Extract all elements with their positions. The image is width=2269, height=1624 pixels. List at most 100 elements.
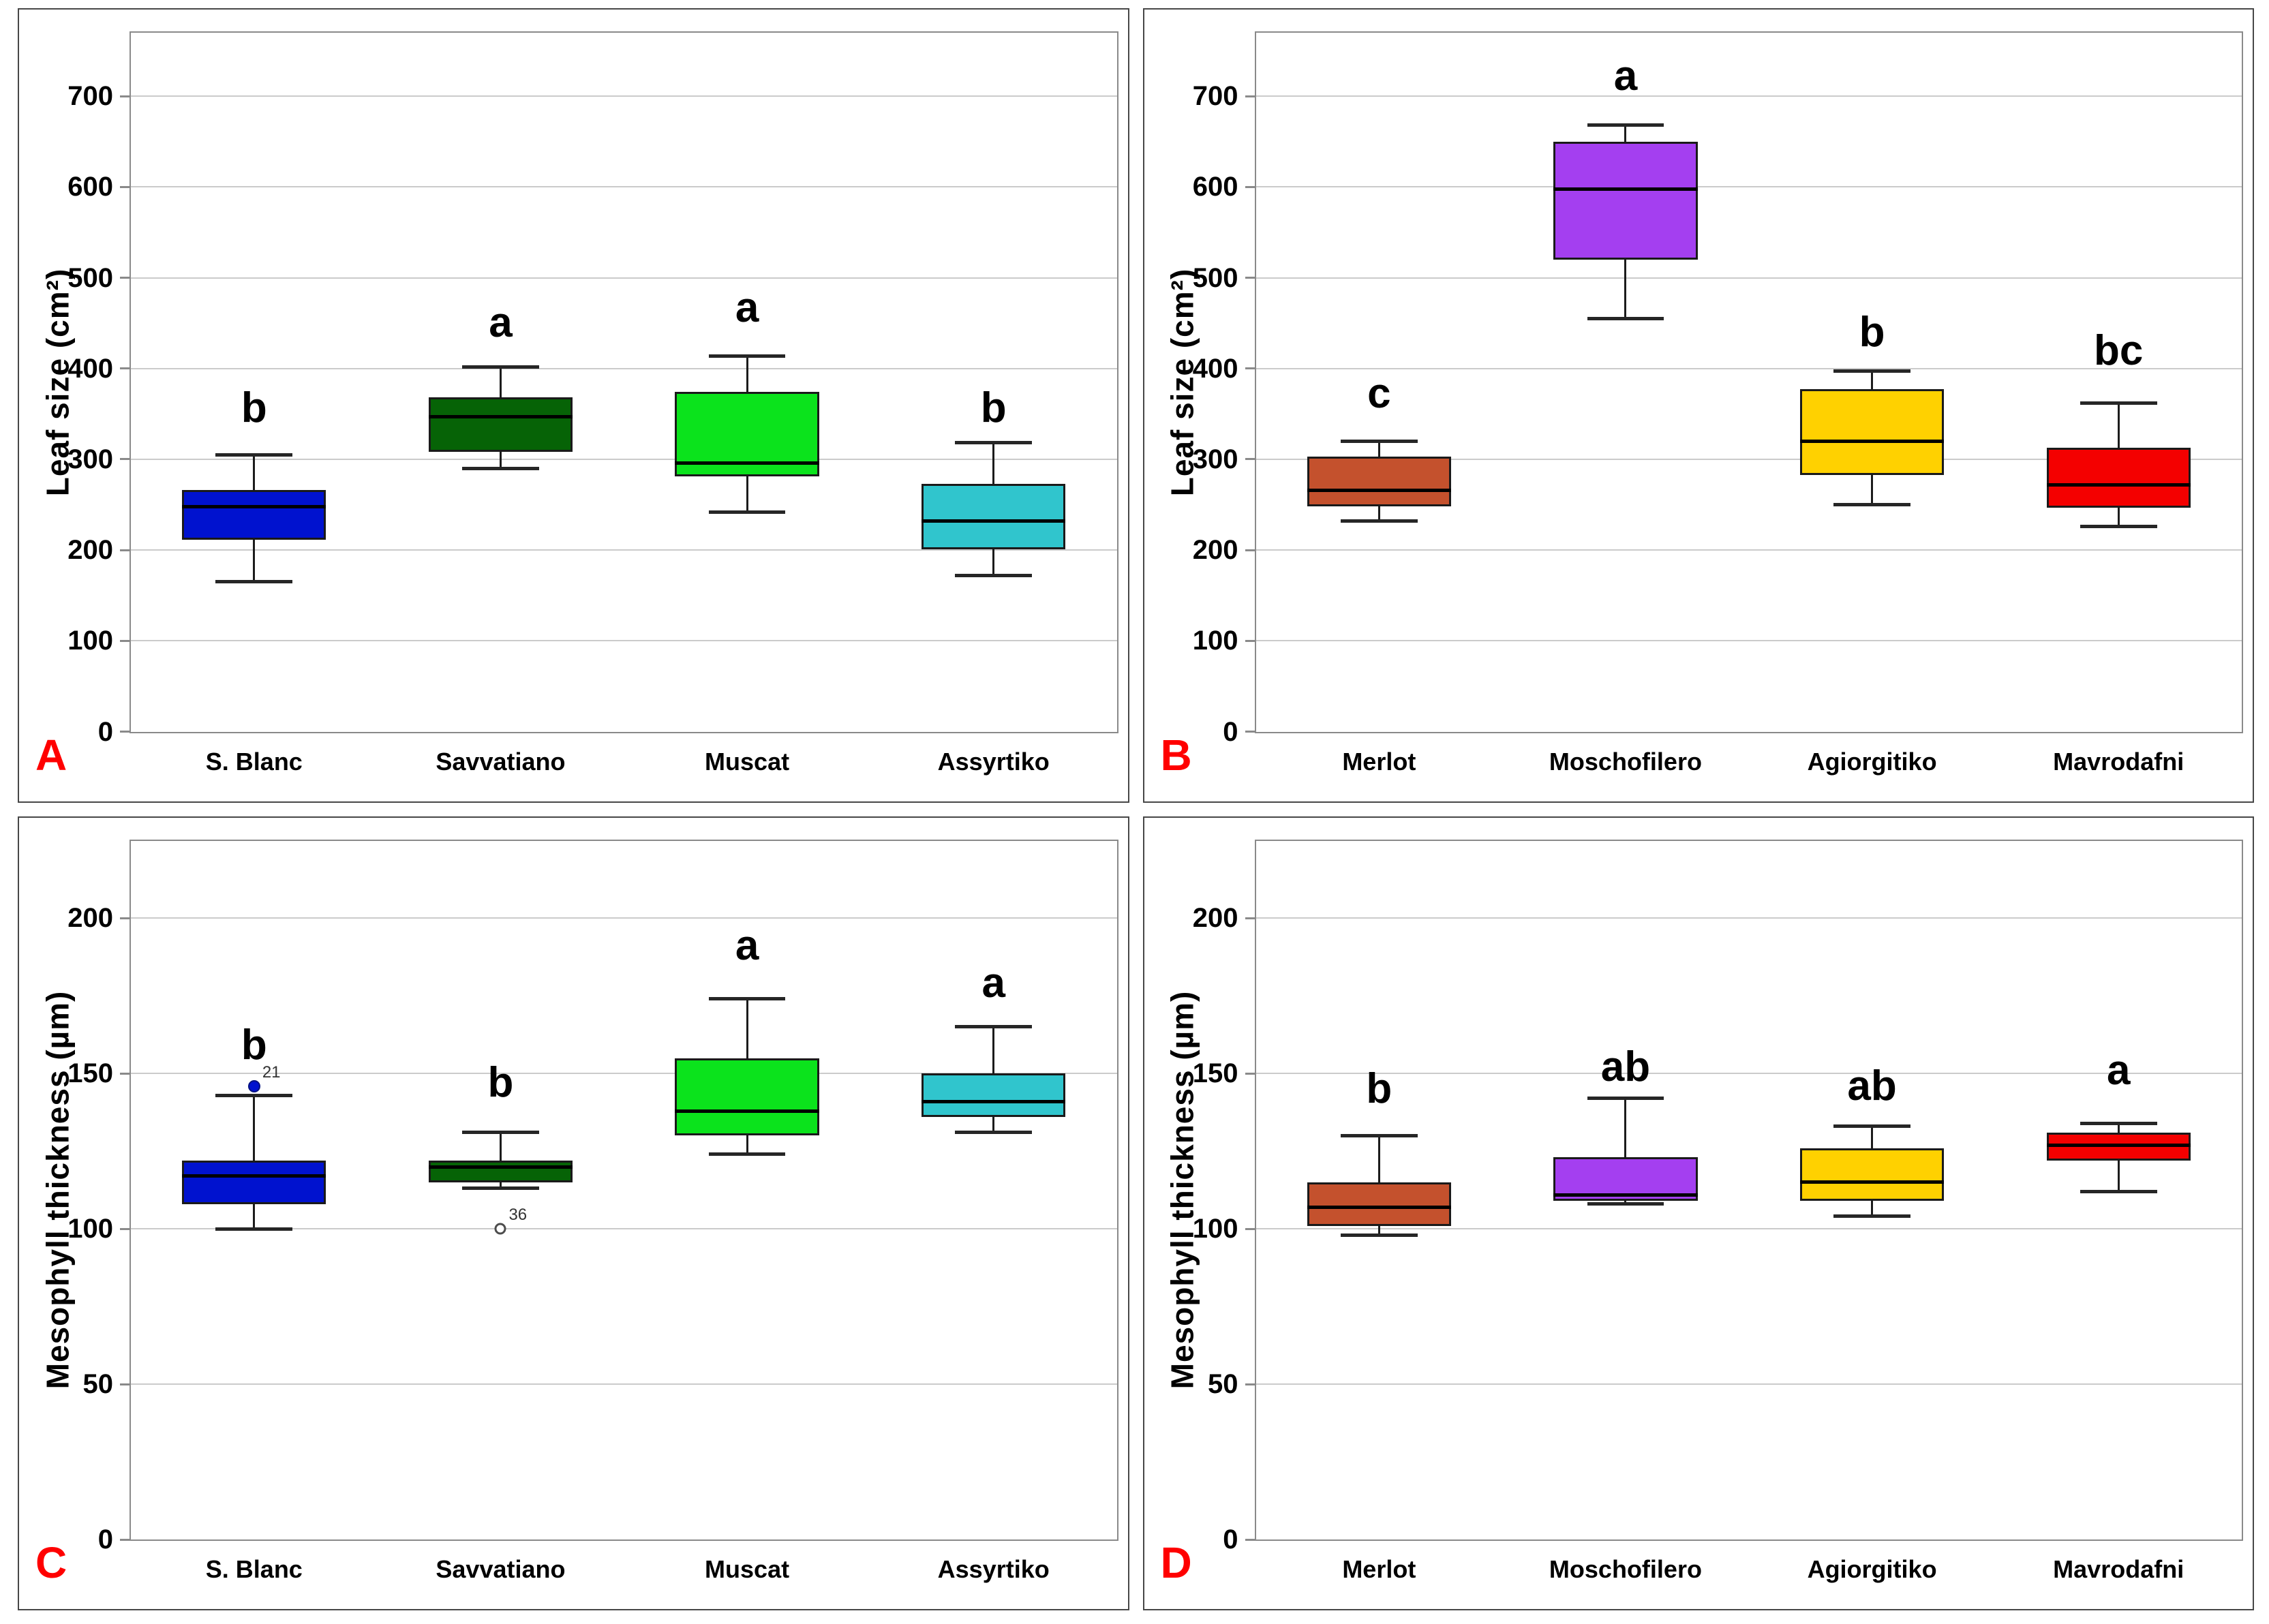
category-label: Assyrtiko: [937, 747, 1050, 776]
gridline: [131, 277, 1117, 279]
y-tick-mark: [120, 549, 130, 551]
plot-area: 0 100 200 300 400 500 600 700 c Merlot a Moschofile…: [1193, 31, 2243, 773]
whisker-line: [1624, 1098, 1627, 1204]
y-tick-label: 200: [67, 903, 113, 934]
whisker-cap-bottom: [215, 580, 293, 584]
y-tick-mark: [120, 1538, 130, 1541]
whisker-cap-top: [955, 1025, 1033, 1029]
y-tick-mark: [1245, 1538, 1255, 1541]
box: [675, 1058, 819, 1136]
y-tick-mark: [1245, 95, 1255, 97]
y-tick-mark: [1245, 1383, 1255, 1385]
y-tick-label: 600: [1192, 172, 1238, 202]
whisker-cap-bottom: [708, 1152, 786, 1156]
whisker-cap-top: [2080, 1121, 2157, 1125]
category-label: Muscat: [705, 747, 790, 776]
y-tick-label: 600: [67, 172, 113, 202]
y-tick-mark: [120, 1227, 130, 1230]
outlier-label: 21: [262, 1062, 281, 1082]
whisker-cap-top: [1587, 1097, 1664, 1101]
y-tick-label: 0: [97, 716, 113, 747]
significance-letter: bc: [2094, 327, 2144, 375]
whisker-cap-bottom: [215, 1227, 293, 1231]
plot-area: 0 100 200 300 400 500 600 700 b S. Blanc a Savvatia…: [67, 31, 1118, 773]
whisker-cap-top: [1833, 369, 1910, 373]
box: [182, 490, 326, 540]
significance-letter: a: [735, 922, 759, 970]
gridline: [1255, 186, 2242, 188]
y-tick-label: 150: [67, 1058, 113, 1089]
significance-letter: ab: [1600, 1043, 1651, 1091]
y-tick-label: 200: [67, 535, 113, 566]
median-line: [1553, 1193, 1698, 1197]
whisker-cap-bottom: [1587, 1202, 1664, 1206]
y-tick-label: 100: [1192, 1214, 1238, 1244]
box: [1307, 456, 1451, 507]
median-line: [182, 1174, 326, 1178]
whisker-cap-top: [708, 997, 786, 1001]
category-label: Moschofilero: [1549, 747, 1702, 776]
median-line: [182, 504, 326, 508]
significance-letter: a: [489, 299, 513, 347]
y-tick-mark: [1245, 917, 1255, 919]
box: [1799, 389, 1945, 475]
y-tick-mark: [1245, 549, 1255, 551]
median-line: [428, 1165, 573, 1169]
y-tick-label: 500: [67, 262, 113, 293]
gridline: [131, 640, 1117, 642]
gridline: [1255, 640, 2242, 642]
median-line: [1799, 1180, 1945, 1184]
y-tick-label: 700: [67, 81, 113, 112]
plot-area: 0 50 100 150 200 b Merlot ab Moschofilero ab Agior…: [1193, 839, 2243, 1582]
y-tick-label: 200: [1192, 903, 1238, 934]
median-line: [1553, 187, 1698, 191]
category-label: Savvatiano: [436, 1555, 566, 1583]
y-tick-mark: [1245, 185, 1255, 188]
y-tick-label: 300: [1192, 444, 1238, 474]
whisker-cap-top: [1833, 1124, 1910, 1129]
significance-letter: b: [1859, 308, 1885, 356]
y-tick-mark: [1245, 639, 1255, 642]
y-tick-label: 0: [97, 1525, 113, 1554]
gridline: [131, 95, 1117, 97]
median-line: [1307, 1205, 1451, 1209]
box: [1307, 1182, 1451, 1226]
y-tick-mark: [120, 1383, 130, 1385]
y-tick-label: 100: [1192, 626, 1238, 656]
gridline: [1255, 367, 2242, 369]
median-line: [675, 461, 819, 465]
category-label: Muscat: [705, 1555, 790, 1583]
significance-letter: a: [2106, 1046, 2131, 1094]
y-axis-title-text: Leaf size (cm²): [1164, 268, 1200, 497]
gridline: [131, 917, 1117, 919]
y-tick-mark: [1245, 367, 1255, 370]
y-tick-mark: [1245, 277, 1255, 279]
gridline: [131, 549, 1117, 551]
y-tick-mark: [120, 731, 130, 733]
panel-d-mesophyll-red-varieties: Mesophyll thickness (µm) 0 50 100 150 200 b Me…: [1142, 816, 2254, 1610]
significance-letter: b: [241, 384, 267, 432]
category-label: Savvatiano: [436, 747, 566, 776]
category-label: Mavrodafni: [2053, 747, 2184, 776]
median-line: [2046, 482, 2191, 487]
outlier-label: 36: [508, 1206, 528, 1225]
gridline: [1255, 917, 2242, 919]
y-tick-label: 100: [67, 1214, 113, 1244]
category-label: Agiorgitiko: [1807, 747, 1937, 776]
median-line: [428, 414, 573, 418]
y-tick-label: 400: [67, 353, 113, 384]
significance-letter: b: [980, 384, 1007, 432]
whisker-cap-bottom: [2080, 1190, 2157, 1194]
significance-letter: b: [487, 1059, 514, 1106]
panel-label-a: A: [35, 730, 67, 780]
y-tick-label: 200: [1192, 535, 1238, 566]
gridline: [1255, 458, 2242, 460]
y-tick-label: 50: [1208, 1369, 1238, 1400]
y-tick-label: 50: [82, 1369, 114, 1400]
whisker-cap-bottom: [2080, 525, 2157, 528]
y-tick-mark: [120, 917, 130, 919]
category-label: Merlot: [1342, 1555, 1416, 1583]
panel-a-leaf-size-white-varieties: Leaf size (cm²) 0 100 200 300 400 500 600 700 b S…: [18, 8, 1129, 803]
median-line: [675, 1109, 819, 1113]
whisker-cap-top: [708, 354, 786, 358]
